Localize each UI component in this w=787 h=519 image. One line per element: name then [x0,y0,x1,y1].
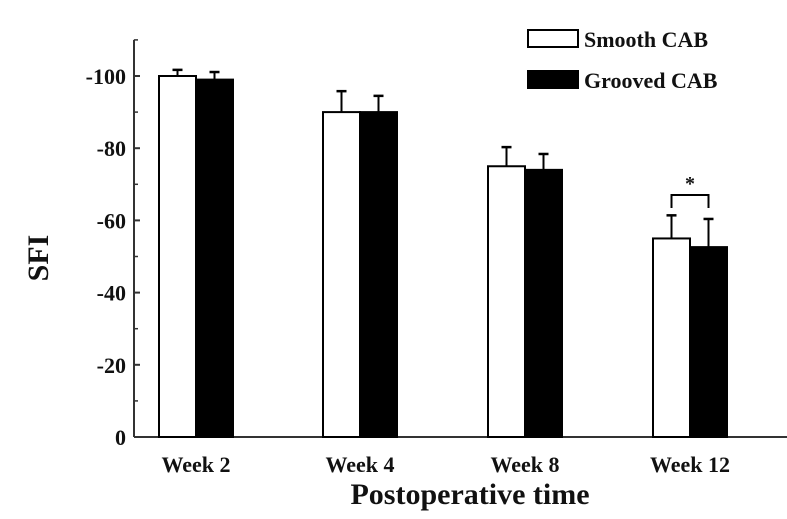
legend-swatch-smooth [527,29,579,48]
bar-smooth [158,75,197,438]
y-ticks: 0 -20 -40 -60 -80 -100 [86,39,140,450]
significance-star: * [685,173,695,195]
x-tick-label: Week 2 [161,452,230,477]
x-tick-label: Week 4 [325,452,394,477]
x-tick-labels: Week 2 Week 4 Week 8 Week 12 [161,452,730,477]
bar-grooved [689,246,728,438]
x-tick-label: Week 12 [650,452,730,477]
error-bars [172,68,714,248]
legend-label-smooth: Smooth CAB [584,27,708,52]
bar-smooth [652,237,691,438]
legend: Smooth CAB Grooved CAB [527,27,718,93]
y-tick-label: 0 [115,425,126,450]
bar-grooved [524,168,563,439]
bars [158,75,728,439]
y-tick-label: -100 [86,64,126,89]
y-axis-title: SFI [22,235,55,282]
y-tick-label: -60 [97,208,126,233]
annotations: * [670,173,710,208]
x-tick-label: Week 8 [490,452,559,477]
bar-grooved [359,111,398,438]
y-tick-label: -40 [97,281,126,306]
bar-smooth [322,111,361,438]
bar-smooth [487,165,526,438]
legend-swatch-grooved [527,70,579,89]
bar-grooved [195,78,234,439]
legend-label-grooved: Grooved CAB [584,68,718,93]
significance-bracket [670,194,710,208]
x-axis-title: Postoperative time [350,478,589,511]
y-tick-label: -80 [97,136,126,161]
y-tick-label: -20 [97,353,126,378]
